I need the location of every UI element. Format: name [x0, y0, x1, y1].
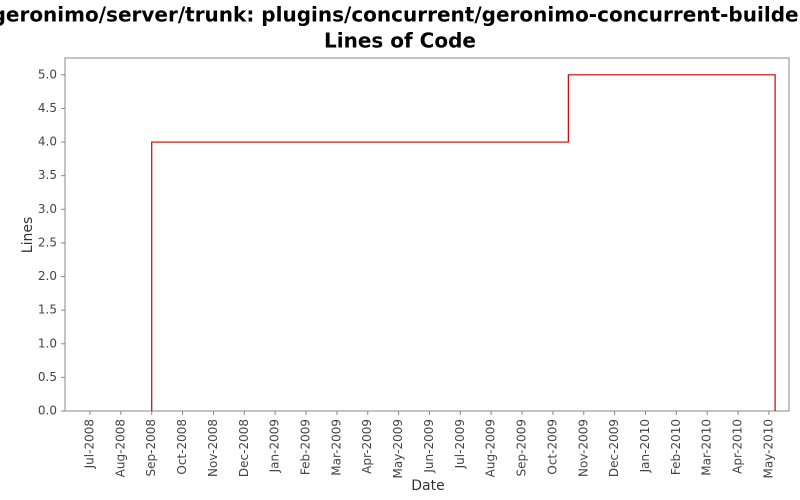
- chart-title: /geronimo/server/trunk: plugins/concurre…: [0, 3, 800, 27]
- x-tick-label: Nov-2009: [576, 419, 590, 477]
- y-tick-label: 0.5: [38, 370, 57, 384]
- x-tick-label: Mar-2009: [329, 419, 343, 476]
- x-tick-label: Sep-2008: [144, 419, 158, 477]
- x-tick-label: Sep-2009: [515, 419, 529, 477]
- x-tick-label: May-2009: [391, 419, 405, 478]
- x-axis-title: Date: [411, 478, 444, 494]
- x-tick-label: Jan-2010: [638, 419, 652, 473]
- x-tick-label: Nov-2008: [206, 419, 220, 477]
- x-tick-label: Dec-2009: [607, 419, 621, 477]
- x-tick-label: Aug-2009: [484, 419, 498, 477]
- x-tick-label: Jul-2008: [82, 419, 96, 469]
- y-tick-label: 3.5: [38, 168, 57, 182]
- x-tick-label: Dec-2008: [237, 419, 251, 477]
- x-tick-label: Oct-2009: [545, 419, 559, 475]
- y-tick-label: 3.0: [38, 202, 57, 216]
- y-tick-label: 0.0: [38, 404, 57, 418]
- x-tick-label: Apr-2010: [731, 419, 745, 474]
- chart-subtitle: Lines of Code: [324, 29, 476, 53]
- x-tick-label: May-2010: [761, 419, 775, 478]
- y-tick-label: 2.5: [38, 235, 57, 249]
- y-tick-label: 4.5: [38, 101, 57, 115]
- y-tick-label: 1.0: [38, 336, 57, 350]
- y-tick-label: 1.5: [38, 303, 57, 317]
- y-tick-label: 4.0: [38, 135, 57, 149]
- x-tick-label: Apr-2009: [360, 419, 374, 474]
- y-axis-title: Lines: [20, 217, 36, 253]
- y-tick-label: 5.0: [38, 67, 57, 81]
- x-tick-label: Jun-2009: [422, 419, 436, 474]
- series-line: [151, 74, 776, 411]
- x-tick-label: Jul-2009: [453, 419, 467, 469]
- x-tick-label: Feb-2009: [299, 419, 313, 475]
- x-tick-label: Jan-2009: [268, 419, 282, 473]
- x-tick-label: Mar-2010: [700, 419, 714, 476]
- y-tick-label: 2.0: [38, 269, 57, 283]
- x-tick-label: Aug-2008: [113, 419, 127, 477]
- plot-area: [64, 57, 790, 412]
- x-tick-label: Feb-2010: [669, 419, 683, 475]
- x-tick-label: Oct-2008: [175, 419, 189, 475]
